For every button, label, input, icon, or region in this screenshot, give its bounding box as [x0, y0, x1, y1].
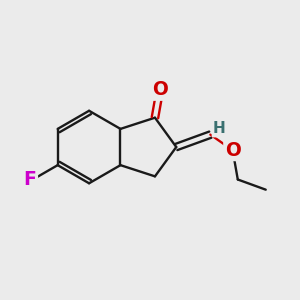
Text: O: O: [225, 141, 241, 160]
Text: F: F: [24, 170, 37, 189]
Text: O: O: [152, 80, 168, 99]
Text: H: H: [213, 121, 226, 136]
